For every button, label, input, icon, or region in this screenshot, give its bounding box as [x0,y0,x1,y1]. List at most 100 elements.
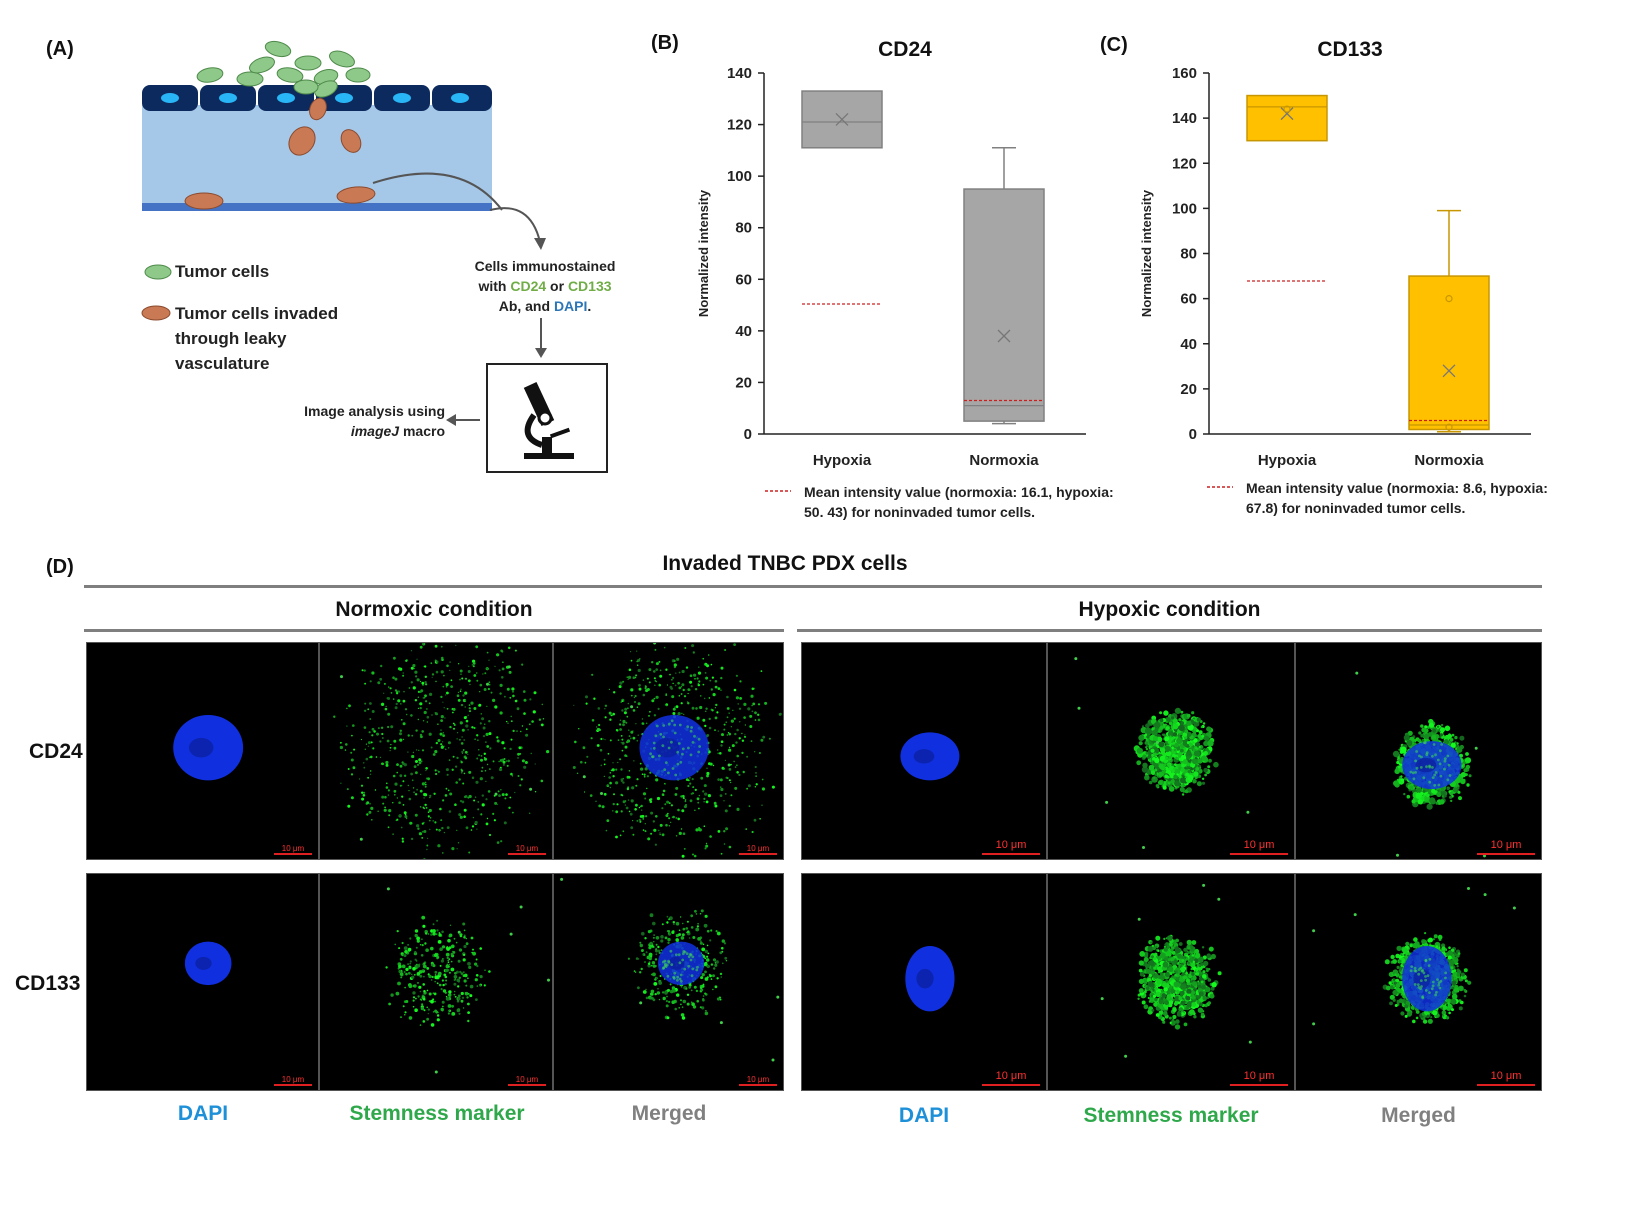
green-speckle [468,851,471,854]
green-speckle [697,683,700,685]
green-speckle [1191,758,1198,764]
green-speckle [412,751,415,754]
green-speckle [419,645,423,649]
green-speckle [1173,1001,1178,1006]
green-speckle [541,703,544,706]
green-speckle [1192,779,1197,784]
green-speckle [1458,1006,1463,1011]
green-speckle [652,741,656,745]
green-speckle [385,760,389,765]
green-speckle [1174,996,1180,1002]
green-speckle [728,712,730,714]
green-speckle [476,985,479,987]
green-speckle [453,982,457,986]
green-speckle [407,971,411,975]
green-speckle [1395,983,1401,988]
green-speckle [479,777,483,781]
nucleolus [668,956,685,970]
green-speckle [547,978,550,982]
green-speckle [444,975,448,979]
green-speckle [504,797,507,800]
green-speckle [736,754,739,758]
green-speckle [389,750,391,752]
green-speckle [703,825,706,827]
green-speckle [619,681,623,685]
green-speckle [1439,749,1442,753]
green-speckle [1191,1002,1197,1007]
green-speckle [414,813,418,817]
legend-invaded-cells: Tumor cells invaded through leaky vascul… [175,301,338,376]
green-speckle [421,1003,424,1006]
green-speckle [403,774,407,777]
green-speckle [704,847,707,850]
green-speckle [717,830,721,833]
green-speckle [1183,1022,1188,1027]
green-speckle [752,702,756,706]
green-speckle [1167,999,1174,1006]
green-speckle [613,691,616,694]
green-speckle [492,812,495,815]
green-speckle [644,830,647,833]
green-speckle [653,670,656,673]
green-speckle [626,740,629,744]
green-speckle [1174,768,1181,775]
green-speckle [747,707,751,711]
green-speckle [621,700,624,702]
green-speckle [691,706,695,710]
green-speckle [417,995,420,998]
green-speckle [604,708,606,710]
green-speckle [456,738,458,740]
green-speckle [682,922,684,925]
green-speckle [1388,981,1392,985]
green-speckle [680,1013,685,1017]
green-speckle [434,1000,436,1003]
green-speckle [458,738,461,741]
green-speckle [1431,788,1436,794]
green-speckle [361,669,364,672]
green-speckle [609,772,612,774]
green-speckle [648,952,653,957]
green-speckle [465,677,467,680]
green-speckle [681,809,685,813]
green-speckle [1457,790,1461,794]
green-speckle [659,732,663,736]
green-speckle [585,695,588,699]
green-speckle [704,1011,709,1016]
green-speckle [351,734,353,737]
green-speckle [1459,744,1464,750]
green-speckle [509,696,512,699]
green-speckle [1384,959,1390,965]
green-speckle [682,927,686,931]
green-speckle [1201,755,1208,762]
green-speckle [1185,772,1190,777]
green-speckle [1431,766,1434,769]
green-speckle [644,937,647,940]
green-speckle [428,808,432,813]
green-speckle [428,992,432,996]
green-speckle [430,1023,435,1027]
green-speckle [521,759,525,763]
green-speckle [415,729,418,732]
green-speckle [646,677,649,680]
green-speckle [1145,967,1148,970]
green-speckle [1189,971,1192,974]
green-speckle [764,701,768,705]
green-speckle [1398,748,1401,751]
green-speckle [417,707,419,709]
green-speckle [398,814,402,817]
green-speckle [463,934,466,937]
green-speckle [410,772,413,776]
green-speckle [402,722,406,726]
green-speckle [1185,996,1191,1001]
green-speckle [719,794,723,797]
green-speckle [657,987,659,990]
green-speckle [1173,981,1180,988]
green-speckle [1150,971,1155,975]
green-speckle [714,716,718,720]
green-speckle [368,731,371,734]
green-speckle [664,782,666,785]
green-speckle [350,758,354,762]
y-tick-label: 60 [735,271,752,288]
green-speckle [628,735,631,737]
green-speckle [644,767,648,771]
